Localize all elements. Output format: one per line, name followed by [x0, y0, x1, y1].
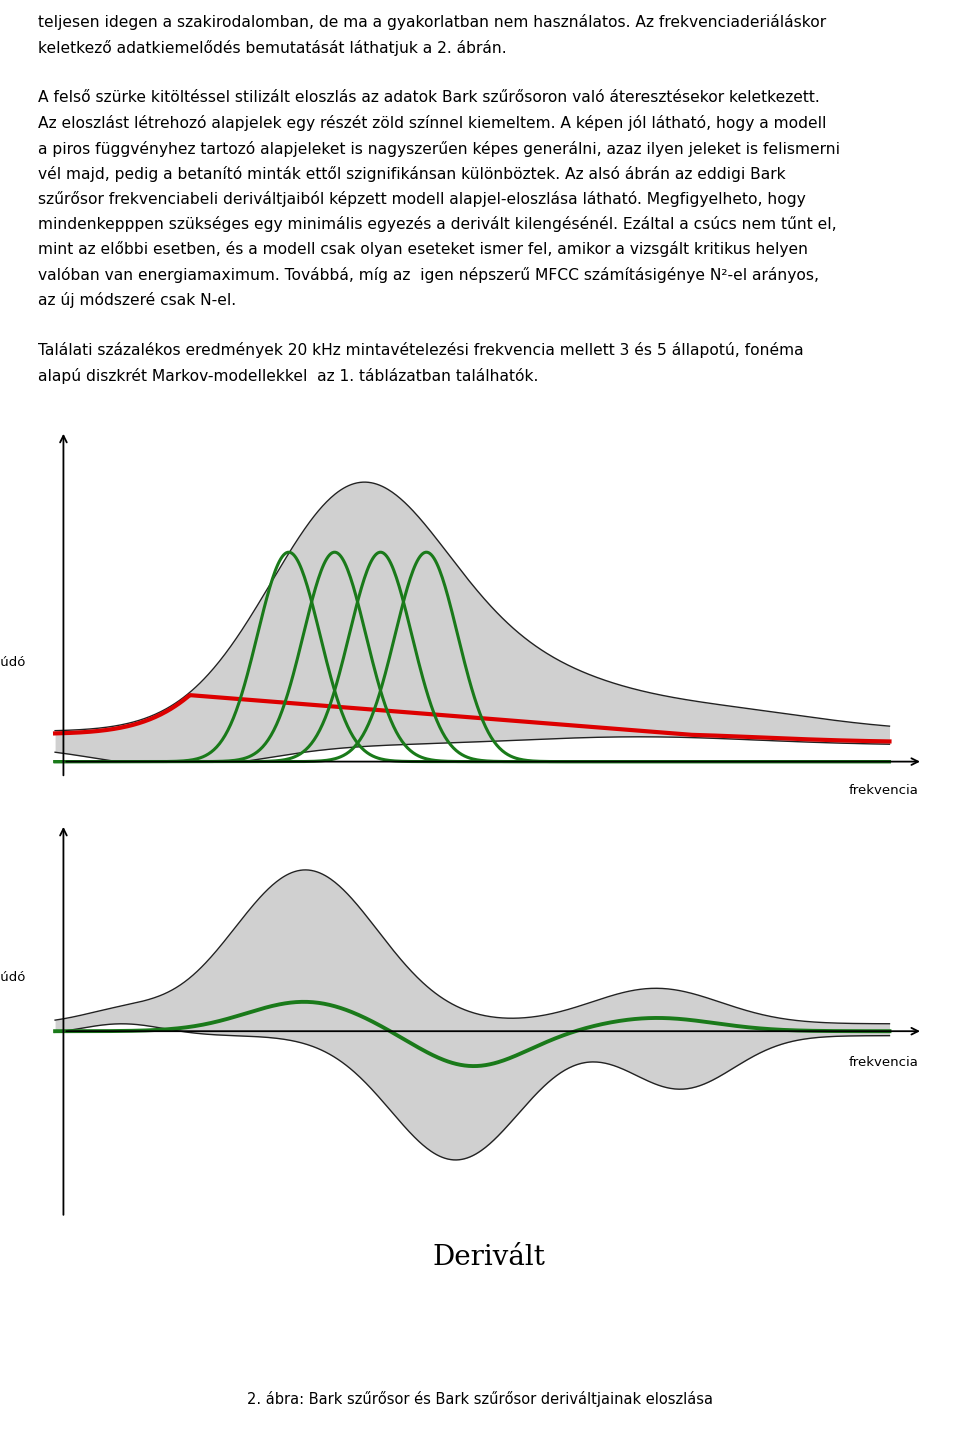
Text: amplitúdó: amplitúdó	[0, 972, 26, 985]
Text: szűrősor frekvenciabeli deriváltjaiból képzett modell alapjel-eloszlása látható.: szűrősor frekvenciabeli deriváltjaiból k…	[38, 191, 806, 207]
Text: frekvencia: frekvencia	[849, 1056, 919, 1069]
Text: Alapjel: Alapjel	[441, 825, 538, 851]
Text: valóban van energiamaximum. Továbbá, míg az  igen népszerű MFCC számításigénye N: valóban van energiamaximum. Továbbá, míg…	[38, 266, 820, 282]
Text: frekvencia: frekvencia	[849, 783, 919, 796]
Text: 2. ábra: Bark szűrősor és Bark szűrősor deriváltjainak eloszlása: 2. ábra: Bark szűrősor és Bark szűrősor …	[247, 1392, 713, 1407]
Text: teljesen idegen a szakirodalomban, de ma a gyakorlatban nem használatos. Az frek: teljesen idegen a szakirodalomban, de ma…	[38, 14, 827, 30]
Text: A felső szürke kitöltéssel stilizált eloszlás az adatok Bark szűrősoron való áte: A felső szürke kitöltéssel stilizált elo…	[38, 90, 820, 106]
Text: vél majd, pedig a betanító minták ettől szignifikánsan különböztek. Az alsó ábrá: vél majd, pedig a betanító minták ettől …	[38, 167, 786, 182]
Text: keletkező adatkiemelődés bemutatását láthatjuk a 2. ábrán.: keletkező adatkiemelődés bemutatását lát…	[38, 39, 507, 55]
Text: mindenkepppen szükséges egy minimális egyezés a derivált kilengésénél. Ezáltal a: mindenkepppen szükséges egy minimális eg…	[38, 216, 837, 232]
Text: Találati százalékos eredmények 20 kHz mintavételezési frekvencia mellett 3 és 5 : Találati százalékos eredmények 20 kHz mi…	[38, 342, 804, 359]
Text: amplitúdó: amplitúdó	[0, 656, 26, 669]
Text: Az eloszlást létrehozó alapjelek egy részét zöld színnel kiemeltem. A képen jól : Az eloszlást létrehozó alapjelek egy rés…	[38, 116, 827, 132]
Text: az új módszeré csak N-el.: az új módszeré csak N-el.	[38, 292, 236, 308]
Text: mint az előbbi esetben, és a modell csak olyan eseteket ismer fel, amikor a vizs: mint az előbbi esetben, és a modell csak…	[38, 242, 808, 258]
Text: alapú diszkrét Markov-modellekkel  az 1. táblázatban találhatók.: alapú diszkrét Markov-modellekkel az 1. …	[38, 368, 539, 384]
Text: Derivált: Derivált	[433, 1244, 545, 1271]
Text: a piros függvényhez tartozó alapjeleket is nagyszerűen képes generálni, azaz ily: a piros függvényhez tartozó alapjeleket …	[38, 140, 840, 156]
